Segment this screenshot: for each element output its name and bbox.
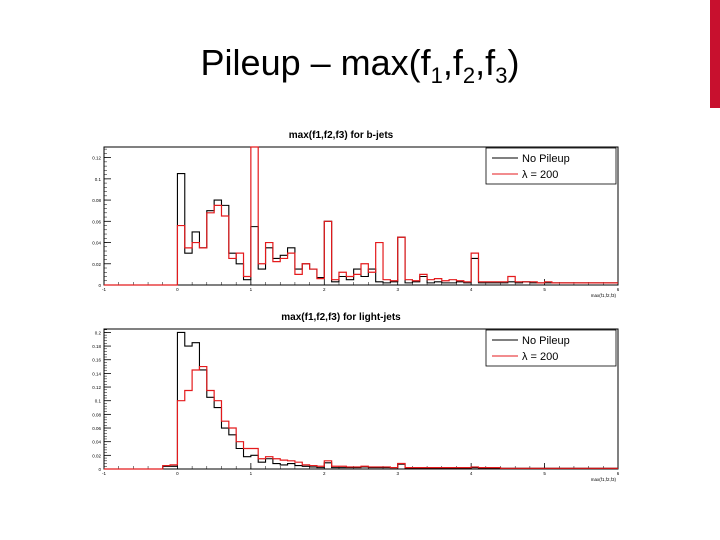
y-tick-label: 0.06 <box>92 426 101 431</box>
legend-box <box>485 147 617 185</box>
x-tick-label: 4 <box>470 287 473 292</box>
series-no-pileup-line <box>104 331 618 470</box>
y-tick-label: 0.12 <box>92 156 101 161</box>
legend-label: No Pileup <box>522 335 570 347</box>
title-text-part: Pileup – max(f <box>200 42 431 83</box>
x-tick-label: -1 <box>102 287 106 292</box>
x-tick-label: 4 <box>470 471 473 476</box>
title-subscript: 3 <box>495 63 508 89</box>
y-tick-label: 0.06 <box>92 219 101 224</box>
x-tick-label: 3 <box>396 471 399 476</box>
x-tick-label: 6 <box>617 471 620 476</box>
chart-title: max(f1,f2,f3) for light-jets <box>281 312 401 323</box>
title-text-part: ,f <box>475 42 496 83</box>
chart-title: max(f1,f2,f3) for b-jets <box>289 130 394 141</box>
x-tick-label: 3 <box>396 287 399 292</box>
y-tick-label: 0 <box>98 283 101 288</box>
y-tick-label: 0 <box>98 467 101 472</box>
accent-bar <box>710 0 720 108</box>
legend-box <box>485 329 617 367</box>
slide-title: Pileup – max(f1,f2,f3) <box>0 42 720 89</box>
x-tick-label: 5 <box>543 287 546 292</box>
x-tick-label: 1 <box>250 287 253 292</box>
x-tick-label: 2 <box>323 287 326 292</box>
y-tick-label: 0.14 <box>92 371 101 376</box>
legend-label: λ = 200 <box>522 169 558 181</box>
series-lambda-200-line <box>104 365 618 470</box>
y-tick-label: 0.12 <box>92 385 101 390</box>
b-jets-histogram: max(f1,f2,f3) for b-jets 0 0.02 0.04 0.06 0.0… <box>92 130 620 298</box>
y-tick-label: 0.02 <box>92 453 101 458</box>
y-tick-label: 0.04 <box>92 241 101 246</box>
x-tick-label: 0 <box>176 287 179 292</box>
y-tick-label: 0.08 <box>92 198 101 203</box>
legend-label: λ = 200 <box>522 351 558 363</box>
y-tick-label: 0.1 <box>95 177 102 182</box>
title-subscript: 2 <box>462 63 476 89</box>
x-tick-label: 2 <box>323 471 326 476</box>
x-axis-label: max(f1,f2,f3) <box>591 293 617 298</box>
y-tick-label: 0.1 <box>95 399 102 404</box>
plot-frame <box>103 146 619 286</box>
x-tick-label: 6 <box>617 287 620 292</box>
y-tick-label: 0.16 <box>92 358 101 363</box>
y-tick-label: 0.04 <box>92 440 101 445</box>
title-subscript: 1 <box>430 63 443 89</box>
x-tick-label: -1 <box>102 471 106 476</box>
x-axis-label: max(f1,f2,f3) <box>591 477 617 482</box>
light-jets-histogram: max(f1,f2,f3) for light-jets 0 0.02 0.04 0.0… <box>92 312 620 482</box>
title-text-part: ,f <box>442 42 463 83</box>
x-tick-label: 1 <box>250 471 253 476</box>
x-tick-label: 5 <box>543 471 546 476</box>
y-tick-label: 0.02 <box>92 262 101 267</box>
y-tick-label: 0.2 <box>95 330 102 335</box>
x-tick-label: 0 <box>176 471 179 476</box>
y-tick-label: 0.08 <box>92 412 101 417</box>
legend-label: No Pileup <box>522 153 570 165</box>
y-tick-label: 0.18 <box>92 344 101 349</box>
series-lambda-200-line <box>104 146 618 286</box>
plot-frame <box>103 328 619 470</box>
series-no-pileup-line <box>104 172 618 286</box>
title-text-part: ) <box>507 42 520 83</box>
